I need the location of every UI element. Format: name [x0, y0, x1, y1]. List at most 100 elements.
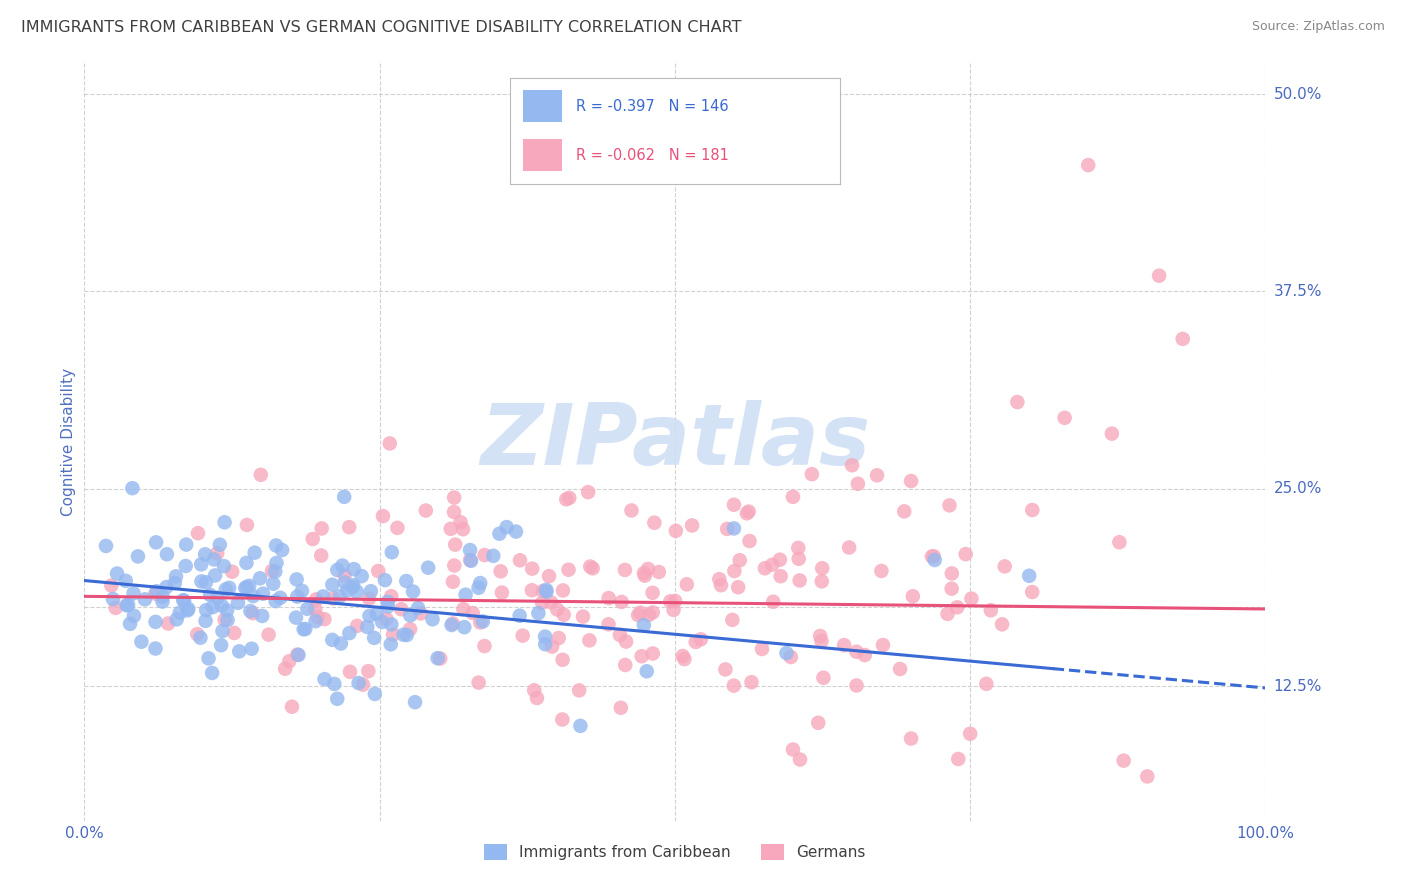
Point	[285, 590, 308, 604]
Point	[675, 577, 697, 591]
Point	[202, 552, 225, 566]
Point	[568, 683, 591, 698]
Text: 50.0%: 50.0%	[1274, 87, 1322, 102]
Point	[453, 602, 475, 616]
Point	[274, 662, 297, 676]
Point	[204, 568, 226, 582]
Point	[359, 608, 381, 623]
Point	[114, 574, 136, 588]
Point	[239, 604, 262, 618]
Point	[454, 588, 477, 602]
Point	[735, 506, 758, 520]
Text: 37.5%: 37.5%	[1274, 284, 1322, 299]
Point	[846, 476, 869, 491]
Point	[807, 715, 830, 730]
Point	[659, 594, 682, 608]
Point	[211, 624, 233, 638]
Point	[367, 564, 389, 578]
Point	[305, 592, 328, 607]
Point	[243, 546, 266, 560]
Point	[177, 602, 200, 616]
Point	[741, 675, 763, 690]
Point	[551, 713, 574, 727]
Point	[363, 631, 385, 645]
Point	[214, 613, 236, 627]
Point	[209, 638, 232, 652]
Point	[628, 606, 651, 620]
Point	[527, 606, 550, 620]
Point	[127, 549, 149, 564]
Point	[157, 616, 180, 631]
Point	[813, 671, 835, 685]
Point	[889, 662, 911, 676]
Point	[853, 648, 876, 662]
Point	[291, 583, 314, 598]
Point	[174, 538, 197, 552]
Point	[738, 534, 761, 549]
Y-axis label: Cognitive Disability: Cognitive Disability	[60, 368, 76, 516]
Point	[307, 610, 329, 624]
Point	[1007, 395, 1029, 409]
Point	[190, 558, 212, 572]
Point	[380, 637, 402, 651]
Point	[215, 603, 238, 617]
Point	[1101, 426, 1123, 441]
Point	[301, 532, 323, 546]
Point	[689, 632, 711, 647]
Point	[900, 474, 922, 488]
Point	[207, 546, 229, 560]
Point	[948, 752, 970, 766]
Point	[922, 549, 945, 564]
Point	[523, 683, 546, 698]
Point	[443, 558, 465, 573]
Point	[769, 552, 792, 566]
Point	[387, 521, 409, 535]
Point	[242, 589, 264, 603]
Point	[356, 620, 378, 634]
Point	[620, 503, 643, 517]
Point	[329, 636, 352, 650]
Point	[195, 603, 218, 617]
Point	[249, 467, 271, 482]
Point	[751, 642, 773, 657]
Point	[264, 565, 287, 579]
Point	[194, 614, 217, 628]
Point	[546, 602, 568, 616]
Point	[343, 562, 366, 576]
Point	[467, 675, 489, 690]
Point	[866, 468, 889, 483]
Point	[531, 596, 554, 610]
Point	[339, 665, 361, 679]
Point	[226, 596, 249, 610]
Point	[762, 595, 785, 609]
Point	[194, 547, 217, 561]
Point	[443, 505, 465, 519]
Point	[304, 602, 326, 616]
Point	[377, 595, 399, 609]
Point	[512, 629, 534, 643]
Point	[145, 615, 167, 629]
Point	[309, 549, 332, 563]
Point	[187, 526, 209, 541]
Point	[399, 608, 422, 623]
Point	[941, 566, 963, 581]
Point	[553, 607, 575, 622]
Point	[240, 641, 263, 656]
Point	[250, 608, 273, 623]
Point	[782, 742, 804, 756]
Point	[980, 603, 1002, 617]
Point	[633, 566, 655, 581]
Point	[235, 556, 257, 570]
Point	[495, 520, 517, 534]
Point	[614, 657, 637, 672]
Point	[555, 492, 578, 507]
Point	[467, 581, 489, 595]
Point	[761, 558, 783, 572]
Point	[458, 553, 481, 567]
Point	[364, 687, 387, 701]
Point	[775, 646, 797, 660]
Point	[333, 575, 356, 590]
Point	[769, 569, 792, 583]
Point	[630, 649, 652, 664]
Point	[389, 602, 412, 616]
